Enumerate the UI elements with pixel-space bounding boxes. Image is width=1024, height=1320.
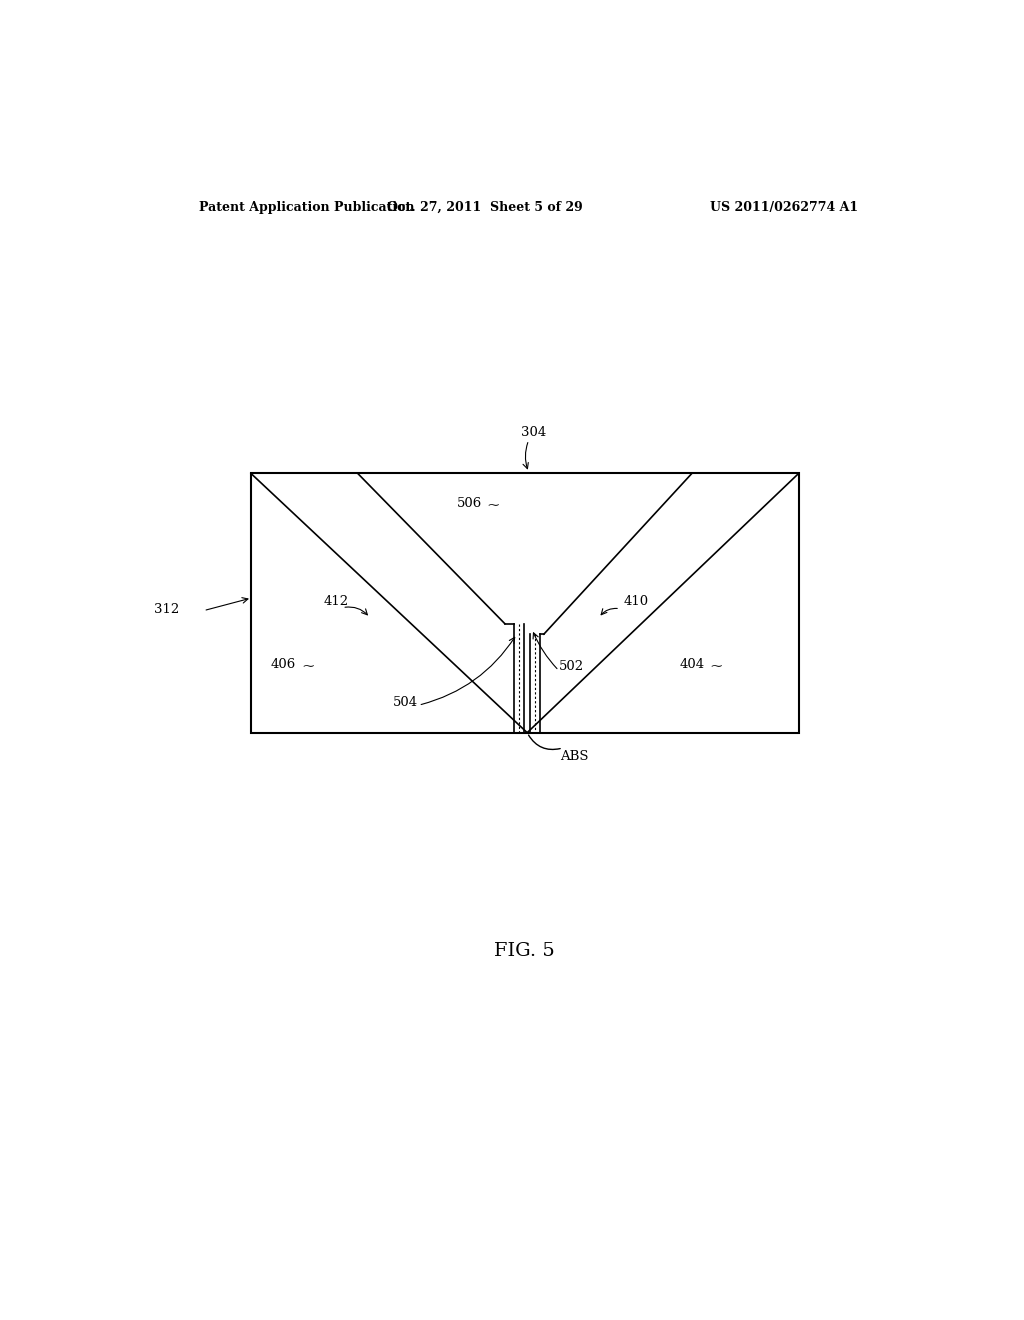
Text: ABS: ABS <box>560 750 589 763</box>
Text: ~: ~ <box>486 496 500 513</box>
Text: 504: 504 <box>393 696 419 709</box>
Text: 506: 506 <box>458 498 482 511</box>
Text: 404: 404 <box>680 659 705 671</box>
Text: US 2011/0262774 A1: US 2011/0262774 A1 <box>710 201 858 214</box>
Text: FIG. 5: FIG. 5 <box>495 942 555 960</box>
Text: Oct. 27, 2011  Sheet 5 of 29: Oct. 27, 2011 Sheet 5 of 29 <box>387 201 583 214</box>
Text: 502: 502 <box>559 660 584 673</box>
Text: 412: 412 <box>324 595 349 609</box>
Text: 304: 304 <box>521 426 546 440</box>
Text: 406: 406 <box>270 659 296 671</box>
Text: 312: 312 <box>155 603 179 616</box>
Text: 410: 410 <box>624 595 648 609</box>
Text: ~: ~ <box>301 657 314 675</box>
Text: Patent Application Publication: Patent Application Publication <box>200 201 415 214</box>
Text: ~: ~ <box>710 657 723 675</box>
Bar <box>251 474 799 733</box>
